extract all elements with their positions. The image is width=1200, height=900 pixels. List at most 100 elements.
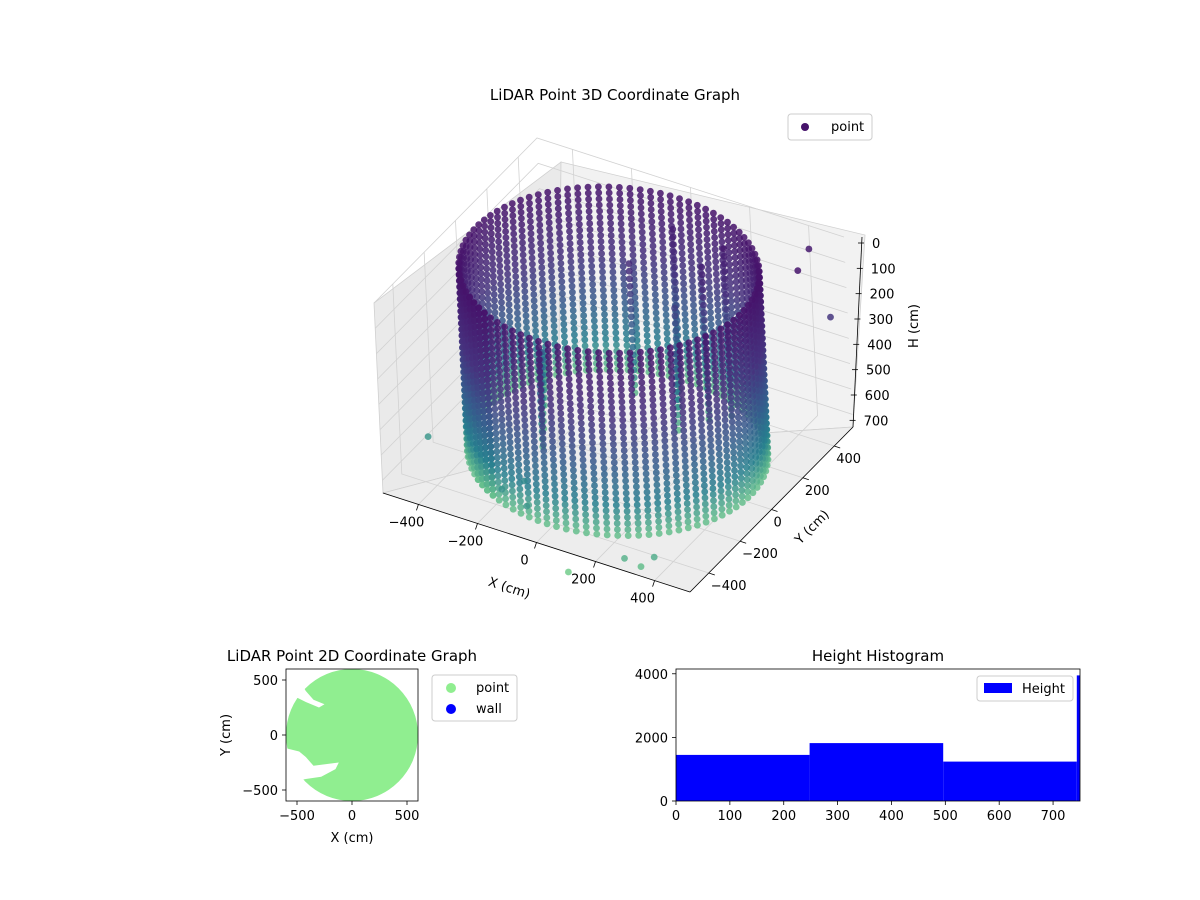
point-marker (579, 287, 586, 295)
point-marker (746, 428, 754, 436)
point-marker (578, 263, 585, 271)
point-marker (711, 353, 719, 361)
point-marker (620, 441, 628, 448)
point-marker (705, 406, 713, 413)
point-marker (626, 283, 634, 290)
point-marker (630, 440, 638, 448)
point-marker (630, 434, 638, 442)
point-marker (507, 457, 515, 464)
point-marker (579, 450, 587, 458)
point-marker (630, 422, 637, 430)
x-tick-label-3d: 200 (571, 573, 596, 588)
point-marker (589, 280, 596, 288)
point-marker (742, 343, 750, 351)
point-marker (585, 201, 593, 209)
point-marker (501, 216, 509, 223)
point-marker (586, 384, 594, 392)
point-marker (503, 378, 511, 385)
point-marker (618, 392, 625, 400)
grid-line-z (374, 162, 846, 329)
point-marker (505, 408, 512, 416)
y-tick-label-3d: −400 (711, 579, 747, 594)
point-marker (703, 230, 711, 237)
point-marker (745, 239, 752, 247)
histogram-bar (943, 761, 1077, 801)
point-marker (565, 209, 572, 217)
point-marker (496, 274, 504, 282)
point-marker (624, 520, 631, 527)
point-marker (509, 339, 517, 347)
point-marker (494, 213, 501, 221)
point-marker (629, 410, 637, 418)
point-marker (699, 439, 706, 447)
point-marker (627, 367, 635, 375)
point-marker (647, 193, 655, 201)
point-marker (517, 209, 525, 216)
point-marker (717, 331, 725, 339)
point-marker (643, 488, 651, 496)
point-marker (481, 315, 489, 323)
point-marker (669, 225, 677, 233)
point-marker (506, 313, 513, 320)
point-marker (617, 220, 625, 228)
point-marker (567, 406, 574, 413)
point-marker (624, 526, 632, 533)
point-marker (569, 460, 577, 468)
point-marker (682, 469, 690, 477)
point-marker (566, 240, 574, 248)
point-marker (542, 483, 549, 491)
point-marker (711, 234, 718, 241)
point-marker (551, 492, 559, 500)
point-marker (591, 494, 599, 502)
point-marker (556, 235, 564, 243)
point-marker (616, 196, 624, 203)
point-marker (585, 366, 593, 374)
point-marker (455, 259, 463, 267)
point-marker (704, 375, 712, 383)
point-marker (597, 391, 604, 399)
point-marker (748, 477, 756, 484)
point-marker (591, 488, 599, 495)
point-marker (546, 231, 554, 239)
y-tick-label-hist: 2000 (635, 731, 668, 746)
point-marker (694, 220, 702, 227)
point-marker (579, 456, 587, 464)
point-marker (671, 435, 678, 443)
point-marker (661, 281, 669, 288)
point-marker (710, 228, 718, 235)
point-marker (673, 484, 681, 491)
point-marker (651, 432, 658, 440)
point-marker (655, 518, 662, 525)
point-marker (481, 321, 489, 329)
point-marker (521, 428, 529, 436)
point-marker (541, 477, 549, 485)
point-marker (739, 390, 747, 398)
point-marker (718, 238, 726, 246)
point-marker (677, 225, 685, 233)
point-marker (488, 350, 496, 358)
point-marker (455, 265, 463, 272)
point-marker (607, 219, 614, 227)
point-marker (706, 296, 714, 304)
point-marker (677, 213, 684, 221)
point-marker (502, 353, 510, 361)
point-marker (724, 477, 732, 485)
point-marker (588, 262, 596, 270)
point-marker (490, 278, 497, 286)
point-marker (510, 230, 518, 238)
point-marker (537, 386, 545, 394)
point-marker (518, 227, 526, 235)
point-marker (694, 521, 701, 529)
point-marker (715, 444, 723, 452)
point-marker (639, 247, 647, 254)
point-marker (705, 393, 712, 401)
point-marker (710, 509, 718, 517)
point-marker (680, 433, 688, 440)
z-tick-label-3d: 600 (865, 389, 890, 404)
point-marker (517, 497, 524, 505)
point-marker (566, 234, 574, 241)
point-marker (619, 428, 627, 436)
point-marker (669, 399, 677, 406)
point-marker (700, 309, 708, 317)
point-marker (723, 447, 730, 454)
